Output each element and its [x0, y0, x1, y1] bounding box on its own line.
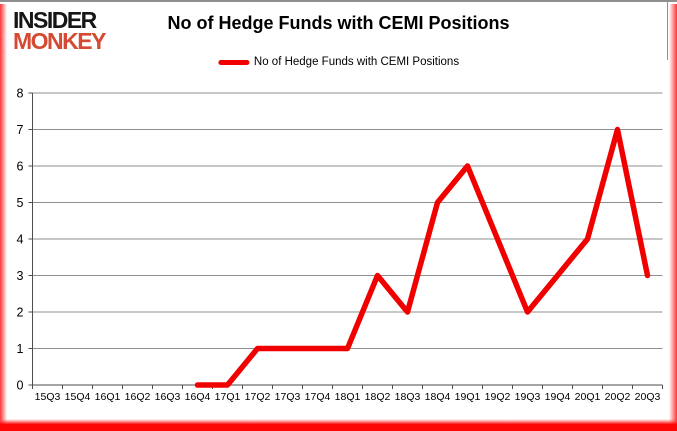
logo-word-insider: INSIDER	[13, 7, 97, 33]
x-tick-label: 18Q2	[365, 391, 391, 403]
y-tick-label: 5	[17, 196, 24, 210]
x-tick-label: 18Q4	[425, 391, 451, 403]
x-tick-label: 20Q1	[575, 391, 601, 403]
y-tick-label: 6	[17, 160, 24, 174]
x-tick-label: 16Q1	[95, 391, 121, 403]
x-tick-label: 19Q2	[485, 391, 511, 403]
x-tick-label: 17Q1	[215, 391, 241, 403]
x-tick-label: 20Q3	[635, 391, 661, 403]
y-tick-label: 8	[17, 87, 24, 101]
x-tick-label: 15Q4	[65, 391, 91, 403]
x-tick-label: 19Q4	[545, 391, 571, 403]
x-tick-label: 19Q3	[515, 391, 541, 403]
x-tick-label: 16Q2	[125, 391, 151, 403]
x-tick-label: 17Q3	[275, 391, 301, 403]
series-line-hedge-funds	[194, 126, 651, 388]
x-tick-label: 15Q3	[35, 391, 61, 403]
x-tick-label: 17Q4	[305, 391, 331, 403]
x-tick-label: 18Q3	[395, 391, 421, 403]
x-tick-label: 19Q1	[455, 391, 481, 403]
y-tick-label: 1	[17, 342, 24, 356]
y-tick-label: 7	[17, 123, 24, 137]
y-tick-label: 2	[17, 306, 24, 320]
insider-monkey-logo: INSIDER MONKEY	[13, 7, 106, 55]
y-tick-label: 4	[17, 233, 24, 247]
legend: No of Hedge Funds with CEMI Positions	[217, 56, 460, 68]
y-tick-label: 0	[17, 379, 24, 393]
x-tick-label: 16Q3	[155, 391, 181, 403]
x-tick-label: 20Q2	[605, 391, 631, 403]
logo-word-monkey: MONKEY	[13, 28, 106, 55]
x-tick-label: 16Q4	[185, 391, 211, 403]
legend-line-swatch	[217, 59, 249, 65]
legend-label: No of Hedge Funds with CEMI Positions	[253, 56, 460, 68]
x-tick-label: 17Q2	[245, 391, 271, 403]
chart-title: No of Hedge Funds with CEMI Positions	[167, 13, 510, 33]
y-tick-label: 3	[17, 269, 24, 283]
x-tick-label: 18Q1	[335, 391, 361, 403]
